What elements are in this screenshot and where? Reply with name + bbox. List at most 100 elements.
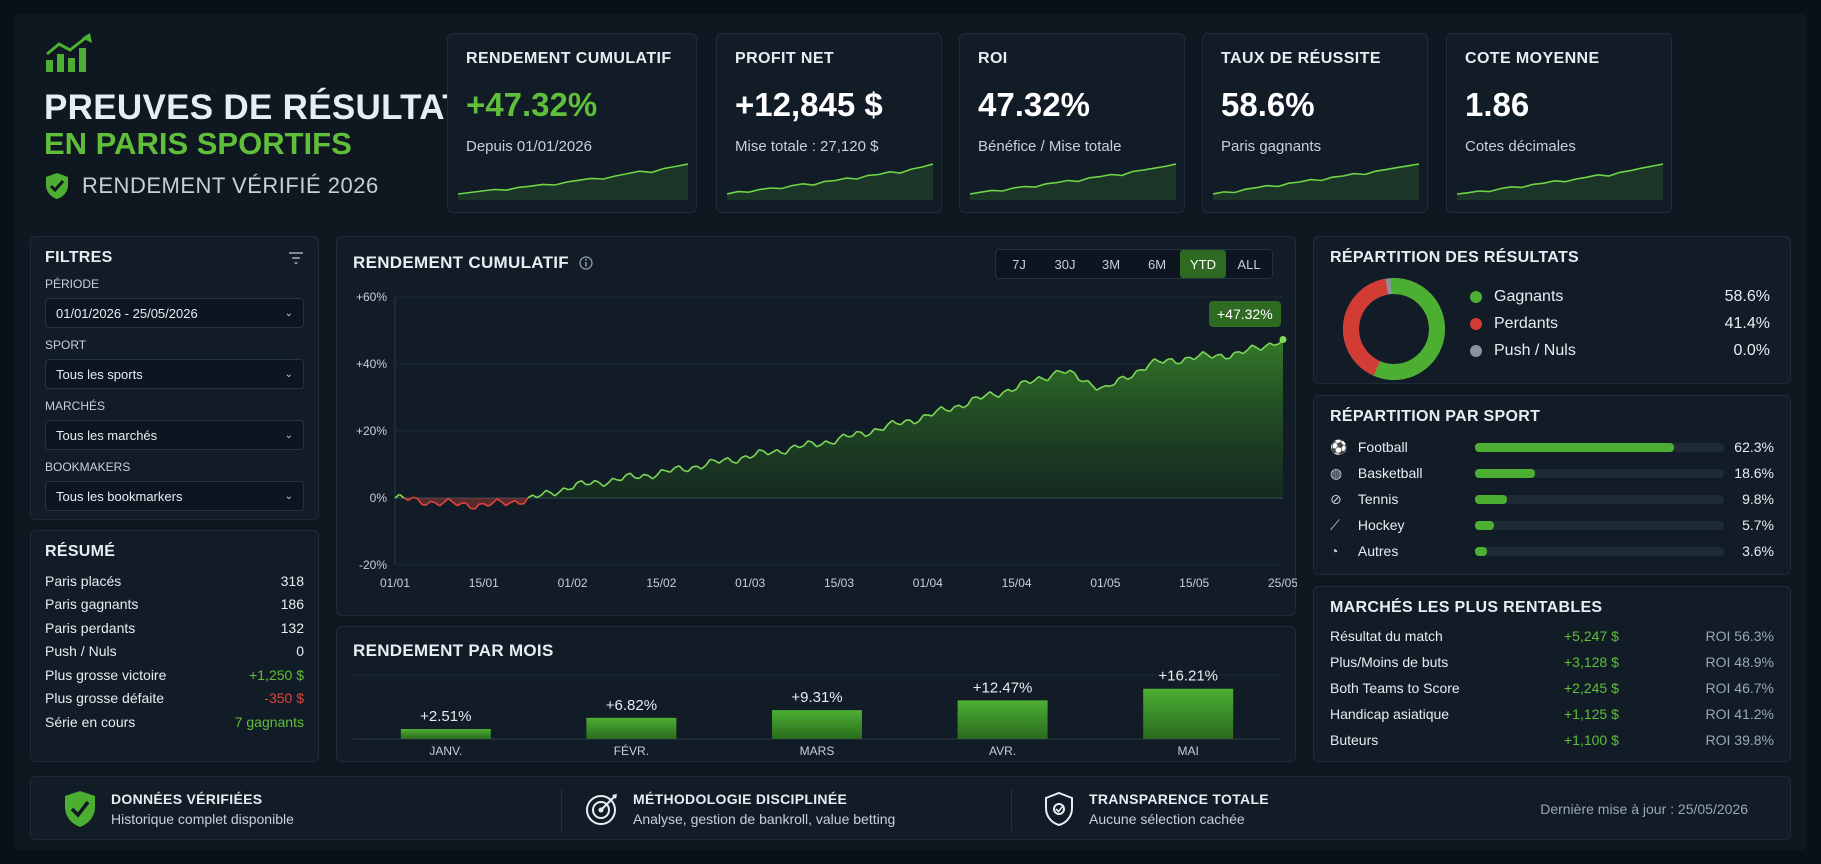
cumulative-line-segment	[985, 391, 991, 397]
page-title: PREUVES DE RÉSULTATS	[44, 88, 488, 127]
chevron-down-icon: ⌄	[284, 368, 293, 380]
kpi-sparkline	[1213, 163, 1419, 200]
footer-item-transparency: TRANSPARENCE TOTALE Aucune sélection cac…	[1043, 777, 1269, 841]
cumulative-line-segment	[736, 457, 742, 464]
cumulative-line-segment	[563, 487, 569, 491]
cumulative-line-segment	[745, 455, 751, 459]
cumulative-line-segment	[994, 394, 1000, 398]
cumulative-line-segment	[612, 477, 618, 481]
x-tick-label: 01/02	[558, 576, 588, 590]
range-button[interactable]: 30J	[1054, 256, 1076, 272]
cumulative-line-segment	[1242, 349, 1248, 355]
last-updated: Dernière mise à jour : 25/05/2026	[1540, 801, 1748, 817]
range-button[interactable]: YTD	[1180, 250, 1226, 278]
cumulative-line-segment	[758, 448, 764, 452]
footer-divider	[561, 789, 562, 831]
cumulative-line-segment	[1082, 379, 1088, 383]
cumulative-line-segment	[1073, 372, 1080, 381]
cumulative-line-segment	[825, 440, 831, 444]
cumulative-line-segment	[1127, 376, 1133, 381]
kpi-value: +47.32%	[466, 86, 598, 123]
month-bar[interactable]	[586, 717, 677, 739]
footer-item-verified: DONNÉES VÉRIFIÉES Historique complet dis…	[63, 777, 294, 841]
sparkline-line	[1213, 163, 1419, 195]
market-profit: +1,125 $	[1564, 706, 1619, 722]
filter-select[interactable]: 01/01/2026 - 25/05/2026 ⌄	[45, 298, 304, 328]
kpi-label: TAUX DE RÉUSSITE	[1221, 50, 1381, 67]
sport-value: 62.3%	[1734, 439, 1774, 455]
kpi-subtext: Depuis 01/01/2026	[466, 138, 592, 155]
cumulative-line-segment	[674, 465, 680, 469]
cumulative-line-segment	[1078, 379, 1084, 383]
cumulative-line-segment	[856, 430, 862, 434]
cumulative-line-segment	[878, 428, 884, 432]
cumulative-line-segment	[896, 422, 902, 426]
market-row: Résultat du match +5,247 $ ROI 56.3%	[1330, 623, 1774, 649]
month-bar[interactable]	[1143, 688, 1234, 739]
month-bar[interactable]	[400, 729, 491, 739]
cumulative-line-segment	[918, 414, 925, 422]
cumulative-line-segment	[949, 406, 956, 413]
filter-select-value: Tous les bookmarkers	[56, 488, 183, 504]
kpi-card: TAUX DE RÉUSSITE 58.6% Paris gagnants	[1202, 33, 1428, 213]
legend-dot	[1470, 344, 1482, 357]
x-tick-label: 15/01	[469, 576, 499, 590]
market-profit: +5,247 $	[1564, 628, 1619, 644]
cumulative-line-segment	[940, 406, 947, 411]
cumulative-line-segment	[785, 447, 791, 455]
chevron-down-icon: ⌄	[284, 307, 293, 319]
cumulative-line-segment	[634, 477, 640, 480]
cumulative-line-segment	[514, 499, 520, 505]
cumulative-line-segment	[540, 489, 547, 496]
kpi-value: +12,845 $	[735, 86, 883, 123]
range-button[interactable]: ALL	[1237, 256, 1261, 272]
cumulative-line-segment	[465, 502, 472, 509]
filter-select[interactable]: Tous les sports ⌄	[45, 359, 304, 389]
cumulative-line-segment	[989, 391, 995, 396]
range-button[interactable]: 6M	[1147, 256, 1167, 272]
results-distribution-panel: RÉPARTITION DES RÉSULTATS Gagnants 58.6% P…	[1313, 236, 1791, 384]
cumulative-line-segment	[874, 428, 880, 431]
sport-row: ◍ Basketball 18.6%	[1330, 460, 1774, 486]
cumulative-line-segment	[1162, 358, 1169, 364]
cumulative-line-segment	[629, 472, 636, 479]
month-bar[interactable]	[957, 700, 1048, 739]
legend-label: Push / Nuls	[1494, 341, 1576, 359]
results-legend: Gagnants 58.6% Perdants 41.4% Push / Nuls 0.0…	[1470, 283, 1770, 364]
cumulative-line-segment	[958, 404, 964, 409]
cumulative-line-segment	[732, 461, 738, 464]
cumulative-line-segment	[589, 479, 596, 485]
cumulative-line-segment	[576, 479, 582, 484]
cumulative-chart-title: RENDEMENT CUMULATIF	[353, 253, 569, 272]
donut-slice[interactable]	[1343, 278, 1389, 376]
cumulative-line-segment	[656, 469, 663, 476]
summary-row-label: Paris perdants	[45, 619, 136, 636]
month-bar[interactable]	[772, 710, 862, 739]
cumulative-line-segment	[647, 474, 654, 480]
cumulative-line-segment	[501, 501, 507, 507]
cumulative-line-segment	[998, 391, 1004, 398]
cumulative-line-segment	[678, 465, 685, 472]
cumulative-endpoint[interactable]	[1279, 335, 1287, 343]
range-button[interactable]: 7J	[1012, 256, 1026, 272]
x-tick-label: 25/05	[1268, 576, 1297, 590]
filter-select[interactable]: Tous les marchés ⌄	[45, 420, 304, 450]
info-icon[interactable]	[579, 256, 593, 270]
x-tick-label: 15/04	[1002, 576, 1032, 590]
footer-methodology-title: MÉTHODOLOGIE DISCIPLINÉE	[633, 791, 848, 807]
market-profit: +2,245 $	[1564, 680, 1619, 696]
soccer-ball-icon: ⚽	[1330, 438, 1348, 455]
cumulative-line-segment	[558, 487, 565, 493]
x-tick-label: 01/05	[1090, 576, 1120, 590]
kpi-card: RENDEMENT CUMULATIF +47.32% Depuis 01/01/2…	[447, 33, 697, 213]
month-bar-label: +2.51%	[420, 708, 471, 725]
results-donut-chart	[1343, 278, 1445, 380]
donut-slice[interactable]	[1373, 278, 1445, 380]
cumulative-line-segment	[430, 500, 436, 504]
cumulative-line-segment	[683, 469, 689, 473]
footer-verified-sub: Historique complet disponible	[111, 811, 294, 827]
range-button[interactable]: 3M	[1101, 256, 1121, 272]
filter-select[interactable]: Tous les bookmarkers ⌄	[45, 481, 304, 511]
filter-icon[interactable]	[288, 251, 304, 265]
sport-bar-track	[1475, 494, 1725, 504]
